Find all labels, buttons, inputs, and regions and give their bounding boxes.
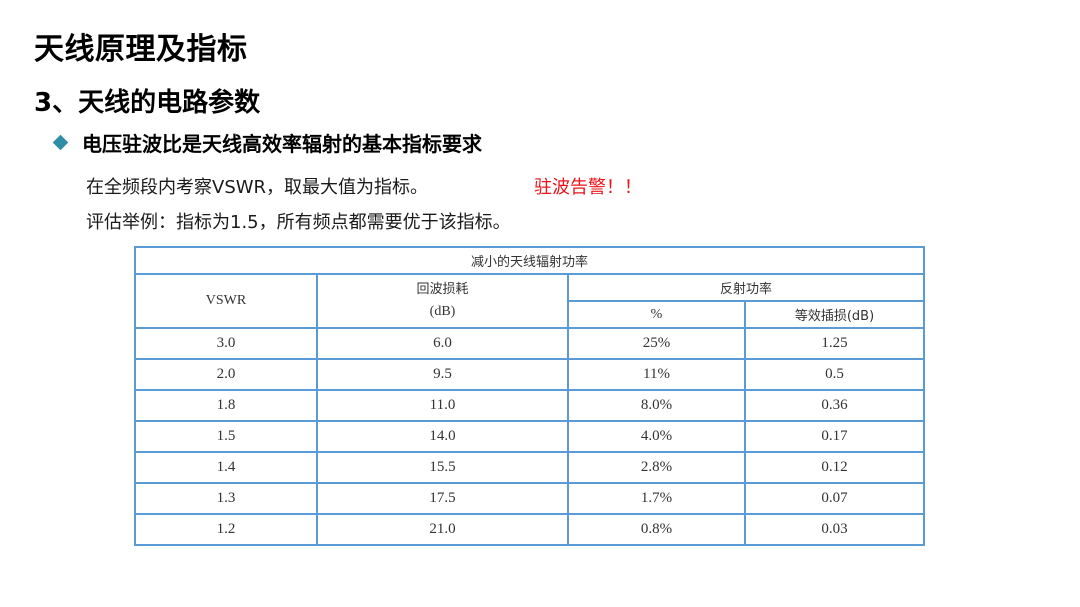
- cell-vswr: 1.2: [134, 513, 318, 546]
- cell-return-loss: 21.0: [316, 513, 569, 546]
- header-insertion-loss: 等效插损(dB): [743, 300, 926, 329]
- cell-insertion-loss: 0.03: [743, 513, 926, 546]
- diamond-bullet-icon: [52, 134, 69, 151]
- cell-return-loss: 17.5: [316, 482, 569, 515]
- table-row: 1.5 14.0 4.0% 0.17: [134, 420, 926, 453]
- cell-percent: 11%: [567, 358, 746, 391]
- table-row: 2.0 9.5 11% 0.5: [134, 358, 926, 391]
- header-percent: %: [567, 300, 746, 329]
- cell-return-loss: 6.0: [316, 327, 569, 360]
- cell-insertion-loss: 1.25: [743, 327, 926, 360]
- header-reflected-power: 反射功率: [566, 273, 926, 302]
- cell-return-loss: 15.5: [316, 451, 569, 484]
- cell-insertion-loss: 0.12: [743, 451, 926, 484]
- cell-insertion-loss: 0.17: [743, 420, 926, 453]
- table-caption: 减小的天线辐射功率: [133, 246, 926, 275]
- table-row: 1.4 15.5 2.8% 0.12: [134, 451, 926, 484]
- bullet-text: 电压驻波比是天线高效率辐射的基本指标要求: [82, 132, 482, 156]
- cell-insertion-loss: 0.5: [743, 358, 926, 391]
- body-line-2: 评估举例：指标为1.5，所有频点都需要优于该指标。: [86, 212, 511, 233]
- table-row: 1.8 11.0 8.0% 0.36: [134, 389, 926, 422]
- cell-insertion-loss: 0.07: [743, 482, 926, 515]
- cell-percent: 1.7%: [567, 482, 746, 515]
- section-heading: 3、天线的电路参数: [34, 88, 261, 118]
- cell-percent: 25%: [567, 327, 746, 360]
- cell-return-loss: 14.0: [316, 420, 569, 453]
- header-return-loss-unit: (dB): [429, 304, 456, 319]
- warning-text: 驻波告警！！: [534, 177, 642, 198]
- header-return-loss: 回波损耗 (dB): [316, 273, 569, 329]
- table-row: 3.0 6.0 25% 1.25: [134, 327, 926, 360]
- cell-vswr: 3.0: [134, 327, 318, 360]
- header-vswr: VSWR: [134, 273, 318, 329]
- slide-title: 天线原理及指标: [34, 32, 248, 67]
- cell-return-loss: 11.0: [316, 389, 569, 422]
- cell-percent: 4.0%: [567, 420, 746, 453]
- cell-percent: 8.0%: [567, 389, 746, 422]
- cell-vswr: 1.8: [134, 389, 318, 422]
- cell-return-loss: 9.5: [316, 358, 569, 391]
- cell-percent: 2.8%: [567, 451, 746, 484]
- table-row: 1.3 17.5 1.7% 0.07: [134, 482, 926, 515]
- body-line-1: 在全频段内考察VSWR，取最大值为指标。: [86, 177, 429, 198]
- cell-vswr: 1.3: [134, 482, 318, 515]
- table-row: 1.2 21.0 0.8% 0.03: [134, 513, 926, 546]
- cell-percent: 0.8%: [567, 513, 746, 546]
- header-return-loss-label: 回波损耗: [416, 282, 469, 297]
- cell-vswr: 1.4: [134, 451, 318, 484]
- cell-insertion-loss: 0.36: [743, 389, 926, 422]
- cell-vswr: 1.5: [134, 420, 318, 453]
- vswr-table: 减小的天线辐射功率 VSWR 回波损耗 (dB) 反射功率 % 等效插损(dB)…: [133, 246, 926, 546]
- bullet-point: 电压驻波比是天线高效率辐射的基本指标要求: [52, 128, 482, 157]
- cell-vswr: 2.0: [134, 358, 318, 391]
